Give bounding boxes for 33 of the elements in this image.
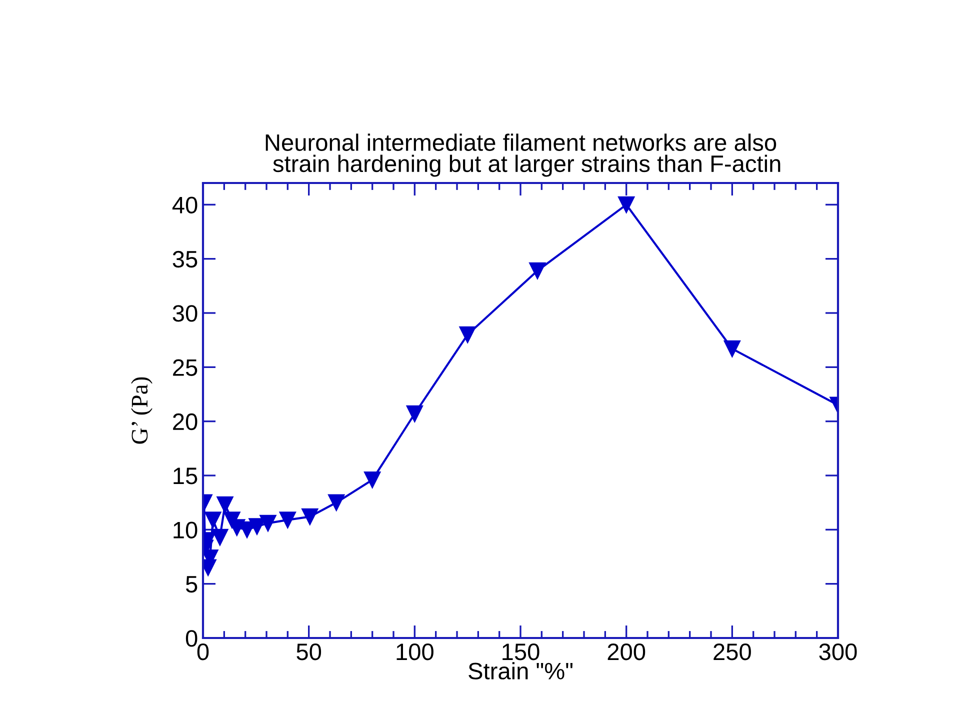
x-tick-label: 50 [296, 643, 322, 660]
point [406, 405, 423, 422]
point [204, 512, 222, 528]
x-axis-title: Strain "%" [468, 662, 572, 680]
point [618, 196, 635, 213]
x-tick-label: 100 [396, 643, 434, 660]
point [364, 472, 381, 488]
point [260, 514, 276, 532]
y-tick-label: 0 [186, 630, 198, 647]
y-tick-label: 5 [186, 576, 198, 593]
point [724, 340, 740, 358]
point [279, 512, 296, 528]
point [248, 518, 266, 535]
y-tick-label: 35 [172, 250, 198, 268]
x-tick-label: 150 [502, 643, 540, 660]
y-tick-label: 40 [172, 196, 198, 214]
point [302, 508, 318, 525]
chart-title: Neuronal intermediate filament networks are also strain hardening but at larger strains than F-actin [266, 134, 780, 177]
x-tick-label: 300 [819, 643, 857, 660]
point [459, 326, 476, 343]
x-tick-label: 0 [197, 643, 209, 660]
point [216, 496, 234, 514]
x-tick-label: 200 [608, 643, 646, 660]
y-tick-label: 10 [174, 522, 198, 538]
y-tick-label: 15 [174, 468, 198, 484]
y-tick-label: 20 [173, 413, 198, 430]
point [529, 262, 546, 280]
y-tick-label: 30 [172, 305, 198, 322]
point [328, 494, 345, 511]
point [212, 528, 228, 546]
y-axis-title: G’ (Pa) [131, 377, 152, 444]
y-tick-label: 25 [173, 359, 198, 376]
x-tick-label: 250 [714, 643, 751, 660]
